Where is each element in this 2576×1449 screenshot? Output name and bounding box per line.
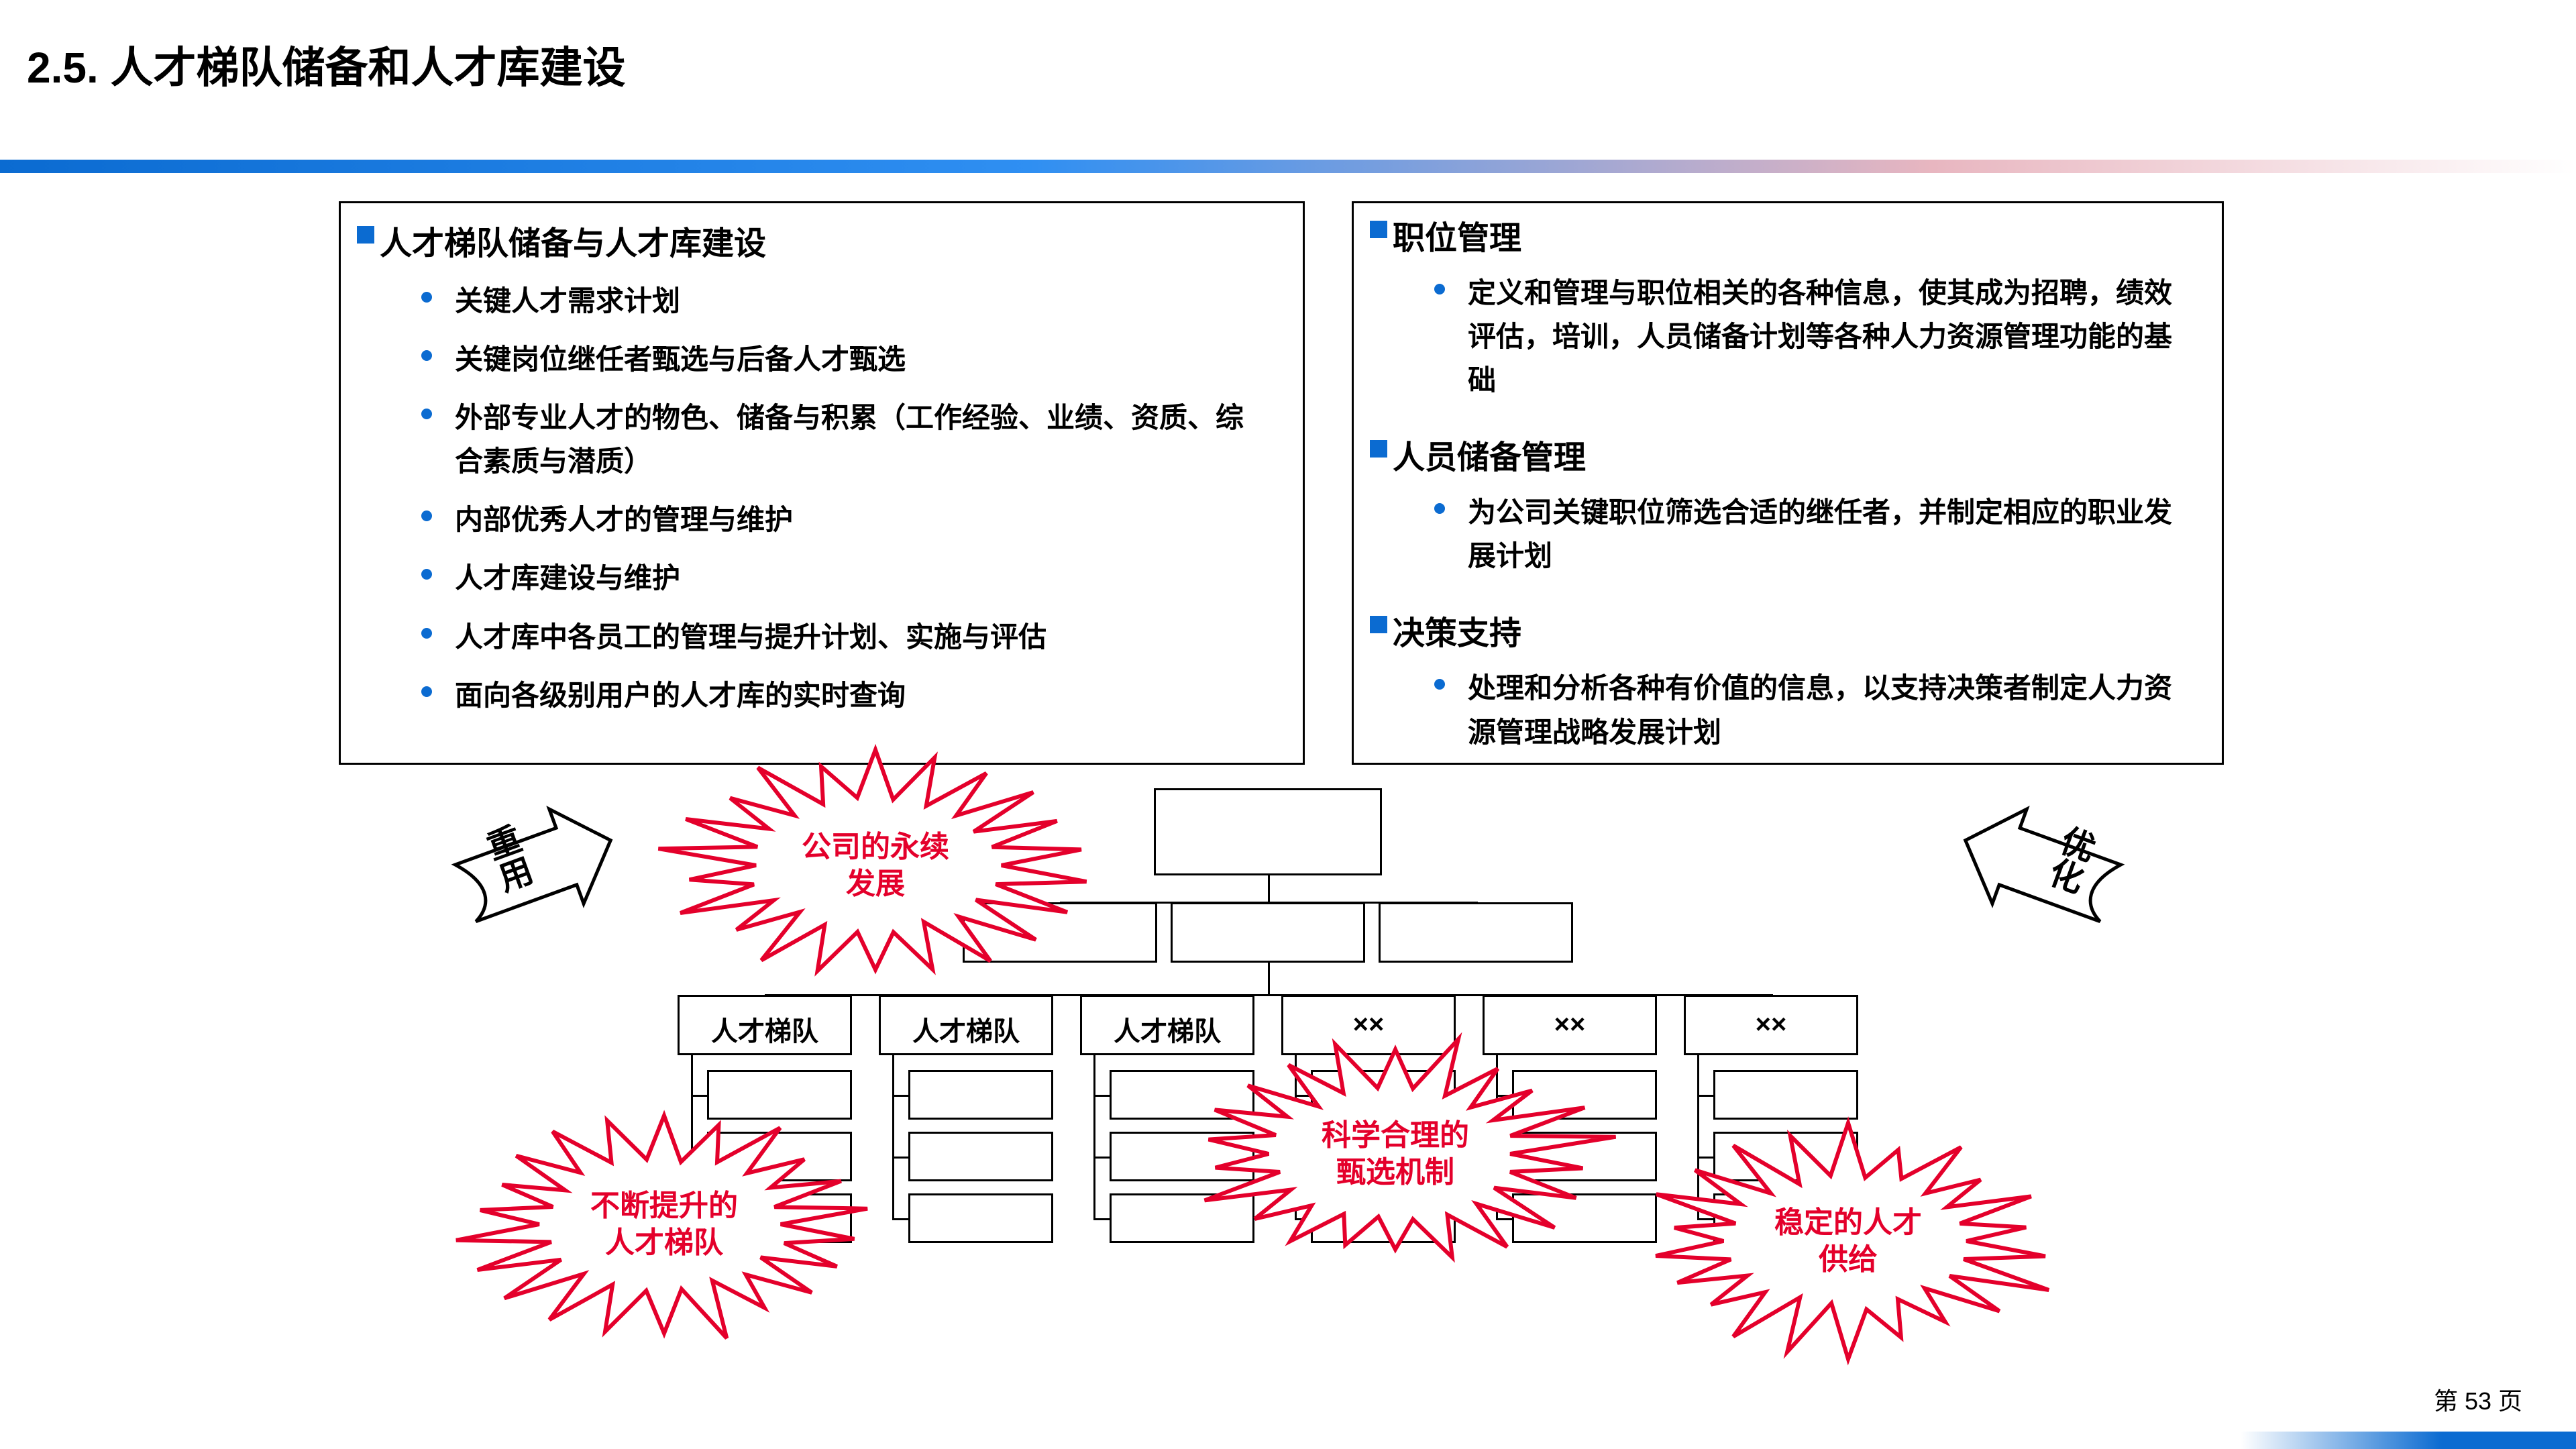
org-box [908, 1070, 1053, 1120]
bullet-square-icon [357, 226, 374, 244]
right-rotated-arrow: 优化 [1945, 798, 2133, 986]
org-box [1154, 788, 1382, 875]
org-label: 人才梯队 [1080, 1010, 1254, 1049]
org-box [1379, 902, 1573, 963]
right-section-list: 定义和管理与职位相关的各种信息，使其成为招聘，绩效评估，培训，人员储备计划等各种… [1354, 261, 2222, 423]
right-section-item: 为公司关键职位筛选合适的继任者，并制定相应的职业发展计划 [1434, 483, 2182, 585]
left-card-item: 内部优秀人才的管理与维护 [421, 490, 1263, 549]
starburst-d: 稳定的人才供给 [1654, 1137, 2043, 1345]
right-section-list: 处理和分析各种有价值的信息，以支持决策者制定人力资源管理战略发展计划 [1354, 656, 2222, 774]
right-section-heading: 决策支持 [1393, 606, 1521, 653]
org-label: ×× [1281, 1010, 1456, 1040]
bullet-square-icon [1370, 616, 1387, 633]
right-section-item: 处理和分析各种有价值的信息，以支持决策者制定人力资源管理战略发展计划 [1434, 659, 2182, 761]
org-box [707, 1070, 852, 1120]
starburst-label: 不断提升的人才梯队 [470, 1120, 859, 1328]
right-section-heading: 人员储备管理 [1393, 431, 1586, 478]
org-box [908, 1193, 1053, 1243]
left-card-heading: 人才梯队储备与人才库建设 [380, 217, 766, 264]
right-section-heading: 职位管理 [1393, 211, 1521, 258]
right-section-item: 定义和管理与职位相关的各种信息，使其成为招聘，绩效评估，培训，人员储备计划等各种… [1434, 264, 2182, 409]
org-label: 人才梯队 [879, 1010, 1053, 1049]
left-card-item: 关键人才需求计划 [421, 272, 1263, 330]
left-rotated-arrow: 重用 [443, 798, 631, 986]
left-card-item: 面向各级别用户的人才库的实时查询 [421, 666, 1263, 724]
starburst-a: 公司的永续发展 [681, 761, 1070, 969]
org-label: ×× [1483, 1010, 1657, 1040]
org-label: 人才梯队 [678, 1010, 852, 1049]
title-underline [0, 160, 2576, 173]
bullet-square-icon [1370, 440, 1387, 458]
starburst-b: 不断提升的人才梯队 [470, 1120, 859, 1328]
left-card-list: 关键人才需求计划关键岗位继任者甄选与后备人才甄选外部专业人才的物色、储备与积累（… [341, 269, 1303, 738]
right-card: 职位管理定义和管理与职位相关的各种信息，使其成为招聘，绩效评估，培训，人员储备计… [1352, 201, 2224, 765]
left-card-item: 关键岗位继任者甄选与后备人才甄选 [421, 330, 1263, 388]
left-card-item: 人才库中各员工的管理与提升计划、实施与评估 [421, 608, 1263, 666]
org-box [1171, 902, 1365, 963]
left-card-item: 人才库建设与维护 [421, 549, 1263, 607]
starburst-label: 公司的永续发展 [681, 761, 1070, 969]
page-number: 第 53 页 [2434, 1382, 2522, 1417]
slide-title: 2.5. 人才梯队储备和人才库建设 [27, 34, 626, 95]
starburst-label: 科学合理的甄选机制 [1201, 1050, 1590, 1258]
footer-accent-bar [2241, 1432, 2576, 1449]
starburst-label: 稳定的人才供给 [1654, 1137, 2043, 1345]
org-box [1713, 1070, 1858, 1120]
left-card-item: 外部专业人才的物色、储备与积累（工作经验、业绩、资质、综合素质与潜质） [421, 388, 1263, 490]
org-box [908, 1132, 1053, 1181]
right-section-list: 为公司关键职位筛选合适的继任者，并制定相应的职业发展计划 [1354, 480, 2222, 598]
starburst-c: 科学合理的甄选机制 [1201, 1050, 1590, 1258]
org-label: ×× [1684, 1010, 1858, 1040]
left-card: 人才梯队储备与人才库建设 关键人才需求计划关键岗位继任者甄选与后备人才甄选外部专… [339, 201, 1305, 765]
bullet-square-icon [1370, 221, 1387, 238]
